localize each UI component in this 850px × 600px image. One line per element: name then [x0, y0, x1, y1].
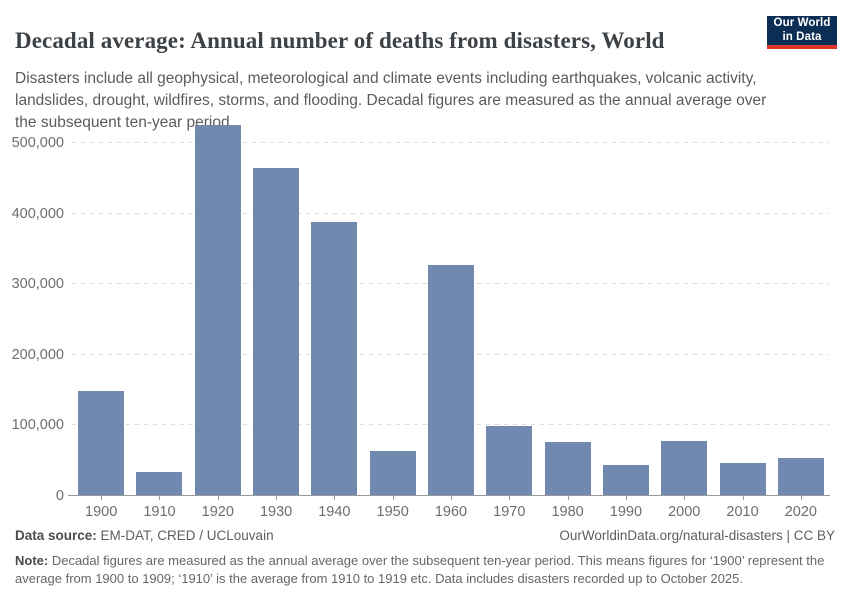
x-axis-label-2000: 2000 — [668, 504, 701, 520]
data-source-text: EM-DAT, CRED / UCLouvain — [96, 528, 274, 543]
x-axis-label-1980: 1980 — [551, 504, 584, 520]
chart-note: Note: Decadal figures are measured as th… — [15, 552, 835, 589]
x-axis-label-1990: 1990 — [609, 504, 643, 520]
y-axis-label-400000: 400,000 — [11, 205, 64, 222]
x-axis-tick-2020 — [800, 496, 802, 500]
bar-1920[interactable] — [194, 125, 241, 495]
bar-1930[interactable] — [253, 168, 300, 495]
x-axis-tick-1900 — [101, 496, 103, 500]
bar-slot-1910: 1910 — [130, 120, 188, 520]
bar-2020[interactable] — [777, 457, 824, 495]
x-axis-tick-1930 — [276, 496, 278, 500]
y-axis-label-100000: 100,000 — [11, 417, 64, 434]
y-axis-label-0: 0 — [55, 487, 64, 504]
bar-2000[interactable] — [661, 440, 708, 495]
owid-logo-line1: Our World — [773, 17, 831, 30]
x-axis-label-1940: 1940 — [318, 504, 351, 520]
y-axis-label-200000: 200,000 — [11, 346, 64, 363]
x-axis-tick-1960 — [450, 496, 452, 500]
data-source-label: Data source: — [15, 528, 97, 543]
y-axis-label-500000: 500,000 — [11, 134, 64, 151]
x-axis-tick-1990 — [625, 496, 627, 500]
x-axis-tick-1940 — [334, 496, 336, 500]
bar-1960[interactable] — [427, 264, 474, 495]
bar-slot-2020: 2020 — [772, 120, 830, 520]
gridline-500000 — [72, 142, 830, 143]
x-axis-label-2010: 2010 — [726, 504, 759, 520]
x-axis-line — [68, 495, 830, 496]
chart-subtitle: Disasters include all geophysical, meteo… — [15, 69, 767, 131]
x-axis-tick-1910 — [159, 496, 161, 500]
x-axis-label-1930: 1930 — [259, 504, 293, 520]
x-axis-tick-1970 — [509, 496, 511, 500]
bar-1950[interactable] — [369, 451, 416, 495]
x-axis-tick-1980 — [567, 496, 569, 500]
note-text: Decadal figures are measured as the annu… — [15, 552, 825, 586]
bar-slot-1970: 1970 — [480, 120, 538, 520]
bar-1970[interactable] — [486, 425, 533, 495]
bar-slot-1930: 1930 — [247, 120, 305, 520]
x-axis-tick-2000 — [684, 496, 686, 500]
data-source: Data source: EM-DAT, CRED / UCLouvain — [15, 527, 274, 545]
chart-title: Decadal average: Annual number of deaths… — [15, 28, 665, 54]
bar-1910[interactable] — [136, 471, 183, 495]
chart-footer: Data source: EM-DAT, CRED / UCLouvain Ou… — [15, 527, 835, 600]
bar-slot-1980: 1980 — [538, 120, 596, 520]
y-axis-label-300000: 300,000 — [11, 275, 64, 292]
owid-logo-line2: in Data — [782, 30, 822, 43]
bar-1990[interactable] — [602, 465, 649, 495]
x-axis-label-1960: 1960 — [434, 504, 468, 520]
bar-1980[interactable] — [544, 442, 591, 495]
bar-slot-1950: 1950 — [364, 120, 422, 520]
x-axis-label-1920: 1920 — [201, 504, 234, 520]
x-axis-tick-2010 — [742, 496, 744, 500]
bar-slot-2010: 2010 — [713, 120, 771, 520]
bar-chart: 0 100,000 200,000 300,000 400,000 500,000 190… — [0, 113, 850, 523]
x-axis-label-2020: 2020 — [784, 504, 817, 520]
bar-slot-1940: 1940 — [305, 120, 363, 520]
bar-1940[interactable] — [311, 221, 358, 495]
owid-logo[interactable]: Our World in Data — [767, 16, 837, 49]
x-axis-tick-1950 — [392, 496, 394, 500]
bar-2010[interactable] — [719, 463, 766, 495]
owid-url-link[interactable]: OurWorldinData.org/natural-disasters | C… — [559, 528, 835, 543]
bar-slot-1960: 1960 — [422, 120, 480, 520]
note-label: Note: — [15, 552, 49, 568]
x-axis-label-1910: 1910 — [143, 504, 176, 520]
plot-area: 1900 1910 1920 1930 1940 1950 1960 1970 1980 1990… — [68, 120, 830, 520]
bar-1900[interactable] — [78, 391, 125, 495]
bar-slot-1900: 1900 — [72, 120, 130, 520]
bar-slot-2000: 2000 — [655, 120, 713, 520]
x-axis-tick-1920 — [217, 496, 219, 500]
x-axis-label-1970: 1970 — [493, 504, 526, 520]
bar-slot-1990: 1990 — [597, 120, 655, 520]
gridline-400000 — [72, 212, 830, 214]
x-axis-label-1900: 1900 — [85, 504, 118, 520]
x-axis-label-1950: 1950 — [376, 504, 409, 520]
bar-slot-1920: 1920 — [189, 120, 247, 520]
source-row: Data source: EM-DAT, CRED / UCLouvain Ou… — [15, 527, 835, 545]
